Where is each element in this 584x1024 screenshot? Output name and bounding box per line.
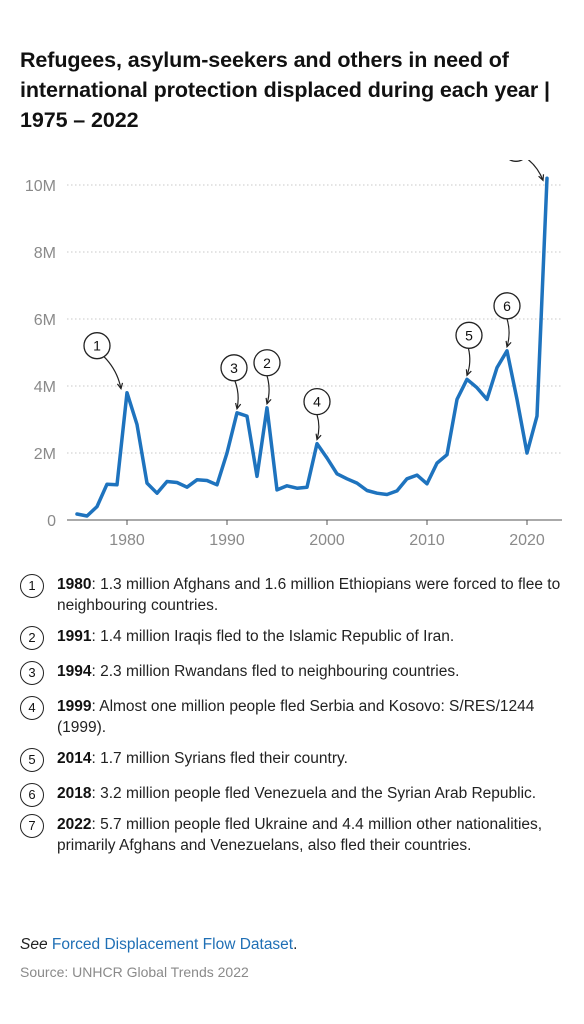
note-1: 1 1980: 1.3 million Afghans and 1.6 milli… <box>20 574 565 616</box>
annotation-leader <box>527 160 544 181</box>
series-line <box>75 176 549 518</box>
note-marker: 2 <box>20 626 44 650</box>
note-marker: 6 <box>20 783 44 807</box>
note-text: : 1.3 million Afghans and 1.6 million Et… <box>57 576 561 614</box>
note-year: 2014 <box>57 750 92 767</box>
annotation-label: 2 <box>263 355 271 371</box>
annotation-marker <box>220 354 248 382</box>
y-tick-label: 6M <box>34 312 56 329</box>
note-marker: 5 <box>20 748 44 772</box>
annotation-label: 1 <box>93 338 101 354</box>
annotation-arrowhead <box>465 369 472 377</box>
line-chart: 02M4M6M8M10M198019902000201020201234567 <box>25 160 562 549</box>
y-tick-label: 10M <box>25 178 56 195</box>
note-text: : 1.7 million Syrians fled their country… <box>91 750 348 767</box>
note-2: 2 1991: 1.4 million Iraqis fled to the Is… <box>20 626 565 650</box>
annotation-leader <box>266 375 270 404</box>
annotation-label: 6 <box>503 298 511 314</box>
annotation-leader <box>316 414 320 440</box>
annotation-label: 5 <box>465 327 473 343</box>
note-marker: 1 <box>20 574 44 598</box>
note-year: 1991 <box>57 628 92 645</box>
x-tick-label: 1980 <box>109 532 145 549</box>
x-tick-label: 1990 <box>209 532 245 549</box>
note-text: : 1.4 million Iraqis fled to the Islamic… <box>91 628 455 645</box>
source-note: Source: UNHCR Global Trends 2022 <box>20 964 249 980</box>
annotation-marker <box>303 387 331 416</box>
annotation-leader <box>466 348 471 376</box>
link-suffix: . <box>293 936 298 953</box>
annotation-arrowhead <box>235 402 242 411</box>
y-tick-label: 2M <box>34 446 56 463</box>
see-also: See Forced Displacement Flow Dataset. <box>20 936 297 954</box>
note-5: 5 2014: 1.7 million Syrians fled their co… <box>20 748 565 772</box>
annotation-marker <box>508 160 524 162</box>
note-year: 1999 <box>57 698 92 715</box>
y-tick-label: 0 <box>47 513 56 530</box>
annotation-arrowhead <box>265 397 272 406</box>
annotation-notes: 1 1980: 1.3 million Afghans and 1.6 milli… <box>20 574 565 856</box>
x-tick-label: 2000 <box>309 532 345 549</box>
annotation-arrowhead <box>315 433 322 441</box>
annotation-leader <box>234 380 239 409</box>
annotation-marker <box>455 321 483 349</box>
note-text: : 3.2 million people fled Venezuela and … <box>91 785 537 802</box>
annotation-leader <box>506 318 510 347</box>
chart-title: Refugees, asylum-seekers and others in n… <box>20 48 550 132</box>
annotation-label: 4 <box>313 394 321 410</box>
note-text: : 2.3 million Rwandans fled to neighbour… <box>91 663 460 680</box>
annotation-marker <box>493 292 521 320</box>
note-3: 3 1994: 2.3 million Rwandans fled to neig… <box>20 661 565 685</box>
annotation-marker <box>83 332 111 360</box>
note-year: 2022 <box>57 816 92 833</box>
note-year: 2018 <box>57 785 92 802</box>
annotation-label: 3 <box>230 360 238 376</box>
y-tick-label: 4M <box>34 379 56 396</box>
note-text: : Almost one million people fled Serbia … <box>57 698 535 736</box>
annotation-arrowhead <box>505 340 512 349</box>
x-tick-label: 2020 <box>509 532 545 549</box>
note-year: 1980 <box>57 576 92 593</box>
annotation-leader <box>103 356 122 389</box>
note-4: 4 1999: Almost one million people fled Se… <box>20 696 565 738</box>
annotation-arrowhead <box>538 174 545 182</box>
dataset-link[interactable]: Forced Displacement Flow Dataset <box>51 936 294 953</box>
annotation-arrowhead <box>116 382 124 391</box>
note-text: : 5.7 million people fled Ukraine and 4.… <box>57 816 543 854</box>
note-marker: 4 <box>20 696 44 720</box>
x-tick-label: 2010 <box>409 532 445 549</box>
note-7: 7 2022: 5.7 million people fled Ukraine a… <box>20 814 565 856</box>
see-prefix: See <box>20 936 48 953</box>
annotation-marker <box>253 349 281 377</box>
note-marker: 3 <box>20 661 44 685</box>
note-marker: 7 <box>20 814 44 838</box>
note-year: 1994 <box>57 663 92 680</box>
note-6: 6 2018: 3.2 million people fled Venezuela… <box>20 783 565 807</box>
y-tick-label: 8M <box>34 245 56 262</box>
